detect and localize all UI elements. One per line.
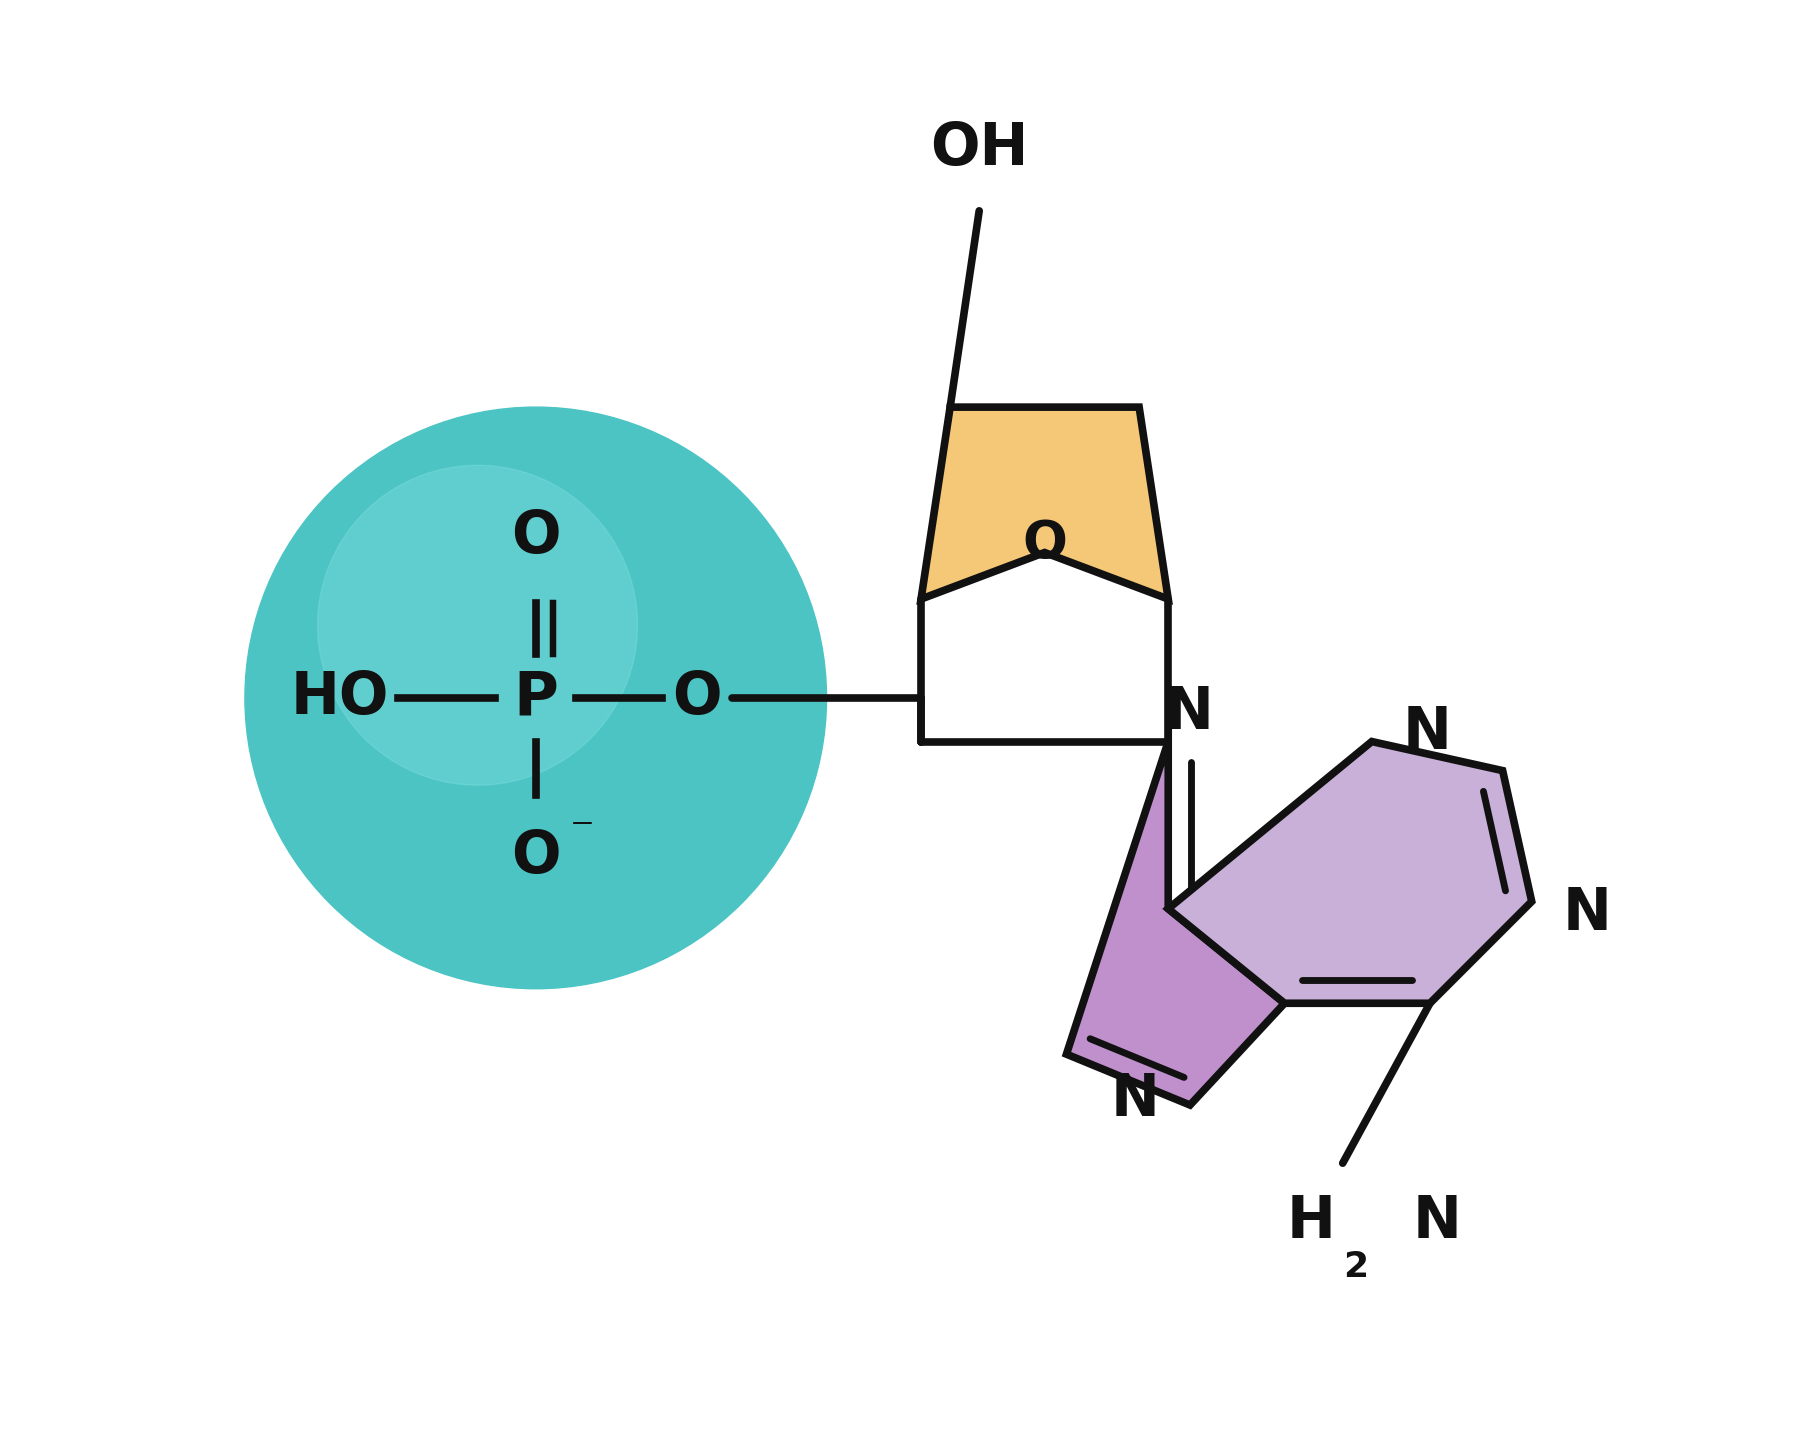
Text: 2: 2 — [1343, 1250, 1367, 1284]
Text: H: H — [1287, 1192, 1336, 1250]
Circle shape — [245, 407, 827, 989]
Text: HO: HO — [290, 669, 388, 727]
Text: OH: OH — [930, 119, 1028, 177]
Text: N: N — [1110, 1070, 1159, 1128]
Text: N: N — [1412, 1192, 1461, 1250]
Text: O: O — [511, 507, 560, 566]
Circle shape — [317, 465, 638, 785]
Text: P: P — [513, 669, 558, 727]
Text: ⁻: ⁻ — [569, 811, 595, 855]
Text: O: O — [1023, 518, 1068, 570]
Polygon shape — [921, 407, 1168, 599]
Polygon shape — [1066, 742, 1285, 1105]
Text: N: N — [1563, 884, 1612, 942]
Text: O: O — [673, 669, 722, 727]
Text: N: N — [1403, 704, 1452, 762]
Polygon shape — [1168, 742, 1532, 1003]
Text: O: O — [511, 827, 560, 885]
Text: N: N — [1164, 683, 1213, 742]
